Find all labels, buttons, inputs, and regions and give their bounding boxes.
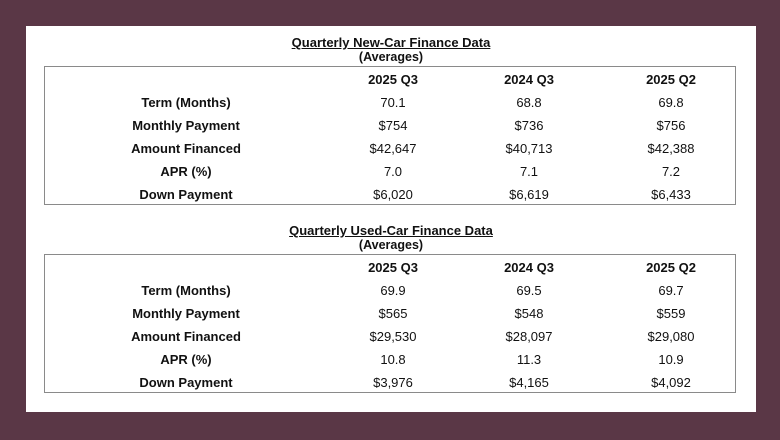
used-car-table-title: Quarterly Used-Car Finance Data [289, 223, 493, 238]
table-row: APR (%) 10.8 11.3 10.9 [45, 348, 735, 371]
table-header-row: 2025 Q3 2024 Q3 2025 Q2 [45, 68, 735, 91]
table-row: Down Payment $3,976 $4,165 $4,092 [45, 371, 735, 394]
row-label: Term (Months) [141, 283, 231, 298]
table-row: APR (%) 7.0 7.1 7.2 [45, 160, 735, 183]
column-header: 2025 Q3 [368, 260, 418, 275]
table-cell: 70.1 [380, 95, 406, 110]
table-row: Monthly Payment $565 $548 $559 [45, 302, 735, 325]
table-cell: 69.9 [380, 283, 406, 298]
table-cell: 7.1 [519, 164, 539, 179]
table-row: Term (Months) 69.9 69.5 69.7 [45, 279, 735, 302]
table-cell: $40,713 [505, 141, 553, 156]
table-row: Term (Months) 70.1 68.8 69.8 [45, 91, 735, 114]
table-cell: 69.7 [658, 283, 684, 298]
table-cell: 7.0 [383, 164, 403, 179]
row-label: Down Payment [139, 375, 233, 390]
table-cell: $4,092 [651, 375, 691, 390]
table-cell: $6,020 [373, 187, 413, 202]
table-cell: $6,619 [509, 187, 549, 202]
table-row: Monthly Payment $754 $736 $756 [45, 114, 735, 137]
row-label: APR (%) [160, 352, 212, 367]
table-cell: $736 [514, 118, 544, 133]
finance-data-card: Quarterly New-Car Finance Data (Averages… [26, 26, 756, 412]
row-label: Monthly Payment [132, 118, 240, 133]
table-cell: 69.5 [516, 283, 542, 298]
table-cell: 11.3 [516, 352, 542, 367]
table-cell: $4,165 [509, 375, 549, 390]
table-header-row: 2025 Q3 2024 Q3 2025 Q2 [45, 256, 735, 279]
used-car-section: Quarterly Used-Car Finance Data (Average… [26, 223, 756, 393]
table-cell: 68.8 [516, 95, 542, 110]
row-label: Amount Financed [131, 141, 241, 156]
table-row: Down Payment $6,020 $6,619 $6,433 [45, 183, 735, 206]
column-header: 2025 Q2 [646, 72, 696, 87]
table-cell: $29,530 [369, 329, 417, 344]
table-cell: 69.8 [658, 95, 684, 110]
table-cell: 10.9 [658, 352, 684, 367]
table-cell: 10.8 [380, 352, 406, 367]
table-cell: $565 [378, 306, 408, 321]
row-label: Down Payment [139, 187, 233, 202]
table-cell: $28,097 [505, 329, 553, 344]
table-cell: $756 [656, 118, 686, 133]
table-cell: $42,647 [369, 141, 417, 156]
new-car-section: Quarterly New-Car Finance Data (Averages… [26, 35, 756, 205]
used-car-table: 2025 Q3 2024 Q3 2025 Q2 Term (Months) 69… [44, 254, 736, 393]
column-header: 2024 Q3 [504, 260, 554, 275]
column-header: 2025 Q3 [368, 72, 418, 87]
column-header: 2025 Q2 [646, 260, 696, 275]
row-label: Monthly Payment [132, 306, 240, 321]
row-label: APR (%) [160, 164, 212, 179]
table-row: Amount Financed $42,647 $40,713 $42,388 [45, 137, 735, 160]
row-label: Term (Months) [141, 95, 231, 110]
table-cell: $548 [514, 306, 544, 321]
table-cell: $42,388 [647, 141, 695, 156]
column-header: 2024 Q3 [504, 72, 554, 87]
table-cell: $3,976 [373, 375, 413, 390]
used-car-table-subtitle: (Averages) [358, 238, 424, 252]
row-label: Amount Financed [131, 329, 241, 344]
table-cell: 7.2 [661, 164, 681, 179]
table-cell: $6,433 [651, 187, 691, 202]
table-cell: $754 [378, 118, 408, 133]
new-car-table-subtitle: (Averages) [358, 50, 424, 64]
new-car-table: 2025 Q3 2024 Q3 2025 Q2 Term (Months) 70… [44, 66, 736, 205]
table-row: Amount Financed $29,530 $28,097 $29,080 [45, 325, 735, 348]
table-cell: $29,080 [647, 329, 695, 344]
table-cell: $559 [656, 306, 686, 321]
new-car-table-title: Quarterly New-Car Finance Data [291, 35, 491, 50]
